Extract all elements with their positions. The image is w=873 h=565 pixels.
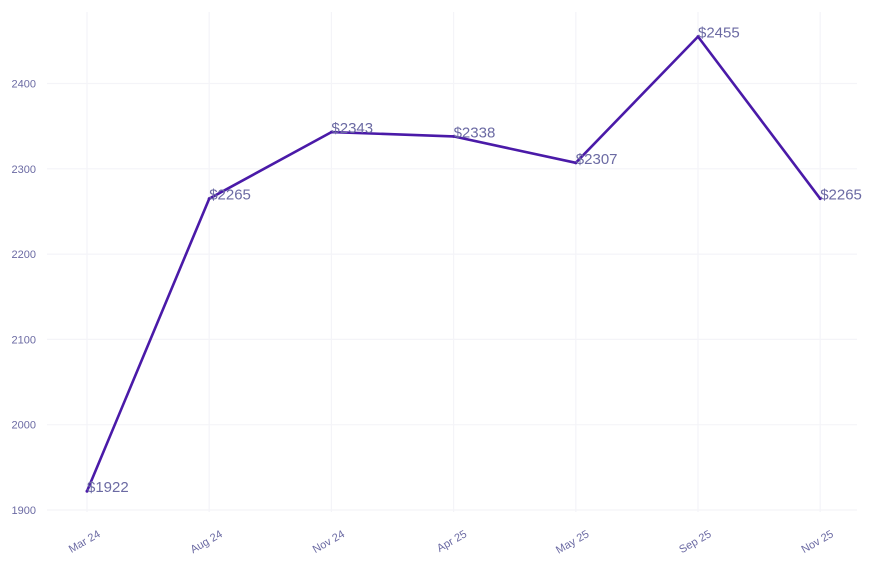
x-tick-label: Aug 24 (188, 528, 224, 556)
data-point (452, 134, 456, 138)
y-tick-label: 2300 (12, 164, 36, 176)
y-tick-label: 2000 (12, 420, 36, 432)
data-labels: $1922 $2265 $2343 $2338 $2307 $2455 $2265 (87, 25, 862, 497)
x-tick-label: May 25 (554, 528, 591, 556)
data-label: $2307 (576, 151, 618, 168)
grid-lines (47, 12, 857, 512)
x-tick-label: Sep 25 (677, 528, 713, 556)
x-tick-label: Mar 24 (67, 528, 103, 556)
data-point (696, 35, 700, 39)
data-point (207, 197, 211, 201)
data-point (574, 161, 578, 165)
data-label: $2338 (454, 124, 496, 141)
data-point (818, 197, 822, 201)
data-point (85, 489, 89, 493)
data-point (329, 130, 333, 134)
data-label: $2343 (331, 120, 373, 137)
data-label: $1922 (87, 479, 129, 496)
x-tick-label: Nov 24 (311, 528, 347, 556)
x-axis-ticks: Mar 24 Aug 24 Nov 24 Apr 25 May 25 Sep 25 Nov … (67, 528, 836, 556)
y-tick-label: 1900 (12, 505, 36, 517)
x-tick-label: Nov 25 (800, 528, 836, 556)
data-label: $2455 (698, 25, 740, 42)
series-layer (85, 35, 822, 493)
data-label: $2265 (209, 187, 251, 204)
y-tick-label: 2100 (12, 334, 36, 346)
data-label: $2265 (820, 187, 862, 204)
x-tick-label: Apr 25 (435, 528, 469, 555)
y-tick-label: 2200 (12, 249, 36, 261)
y-tick-label: 2400 (12, 79, 36, 91)
y-axis-ticks: 1900 2000 2100 2200 2300 2400 (12, 79, 36, 518)
